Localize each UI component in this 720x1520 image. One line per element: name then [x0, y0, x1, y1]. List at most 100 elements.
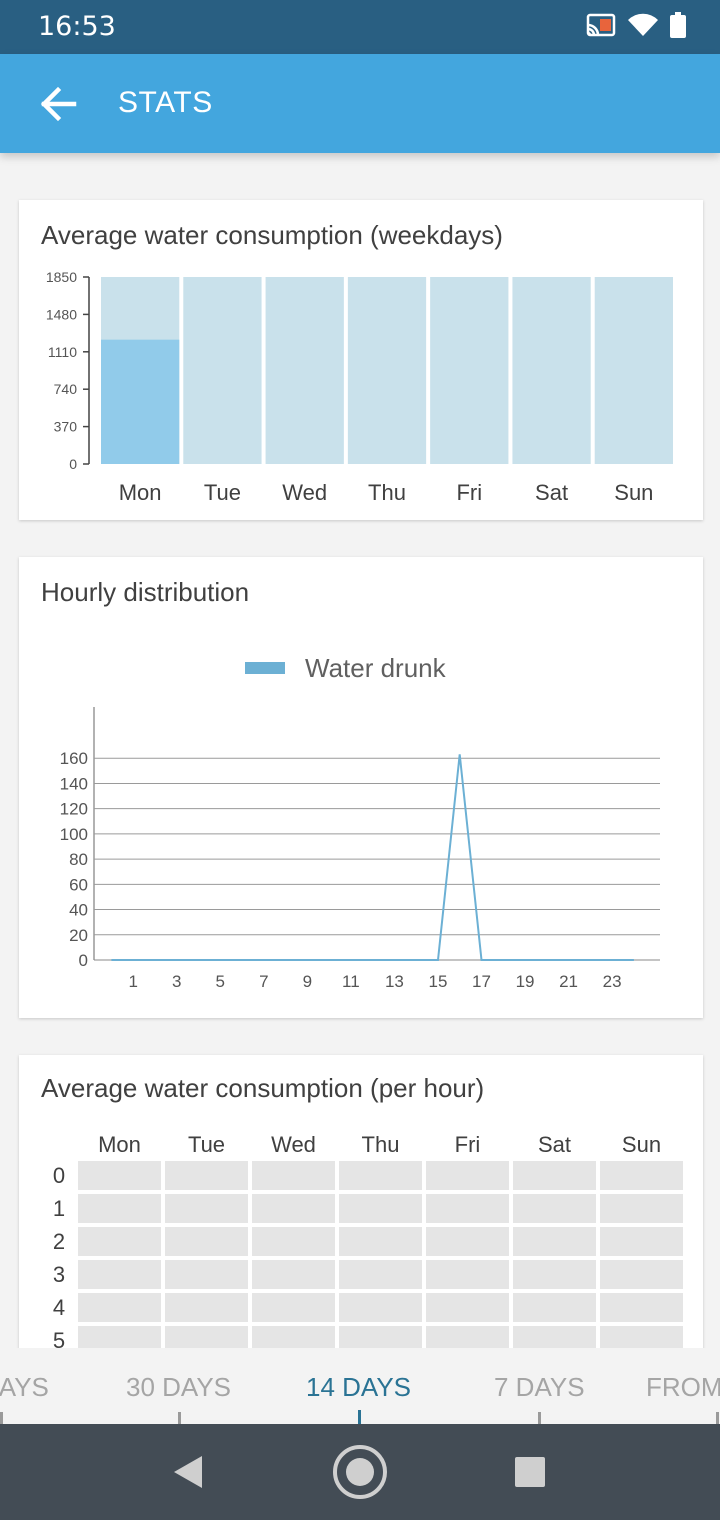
x-tick-label: 17: [472, 972, 491, 991]
heatmap-cell: [252, 1293, 335, 1322]
x-tick-label: 11: [342, 972, 360, 991]
heatmap-cell: [78, 1161, 161, 1190]
status-bar: 16:53: [0, 0, 720, 54]
nav-home-button[interactable]: [330, 1442, 390, 1502]
heatmap-cell: [600, 1194, 683, 1223]
bar-background: [183, 277, 262, 464]
heatmap-cell: [426, 1227, 509, 1256]
x-tick-label: 23: [603, 972, 622, 991]
bar: [101, 339, 180, 464]
y-tick-label: 160: [60, 749, 88, 768]
y-tick-label: 140: [60, 774, 88, 793]
weekday-bar-chart: 0 370 740 1110 1480 1850 Mon Tue Wed Thu Fri Sat Sun: [46, 269, 673, 505]
column-header: Sat: [537, 1132, 572, 1157]
series-line: [111, 754, 634, 961]
heatmap-cell: [513, 1227, 596, 1256]
home-circle-icon: [333, 1445, 387, 1499]
tab-tick: [178, 1412, 181, 1424]
y-tick-label: 20: [69, 926, 88, 945]
x-tick-label: 1: [128, 972, 137, 991]
x-tick-label: 15: [428, 972, 447, 991]
tab-days[interactable]: DAYS: [0, 1372, 49, 1402]
heatmap-cell: [252, 1260, 335, 1289]
heatmap-cell: [165, 1260, 248, 1289]
heatmap-cell: [600, 1293, 683, 1322]
y-tick-label: 740: [54, 381, 78, 397]
recents-square-icon: [515, 1457, 545, 1487]
bar-background: [265, 277, 344, 464]
heatmap-cell: [339, 1161, 422, 1190]
tab-30-days[interactable]: 30 DAYS: [126, 1372, 232, 1402]
heatmap-cell: [339, 1293, 422, 1322]
cast-icon: [586, 13, 616, 37]
x-tick-label: Fri: [456, 480, 482, 505]
y-tick-label: 1110: [48, 344, 77, 360]
row-label: 3: [52, 1262, 66, 1287]
x-tick-label: 19: [516, 972, 535, 991]
y-tick-label: 1480: [46, 306, 77, 322]
row-label: 2: [52, 1229, 66, 1254]
status-icons: [586, 12, 686, 38]
nav-recents-button[interactable]: [500, 1442, 560, 1502]
back-button[interactable]: [34, 80, 82, 128]
system-nav-bar: [0, 1424, 720, 1520]
heatmap-cell: [165, 1194, 248, 1223]
hourly-distribution-card: Hourly distribution Water drunk 0 20 40 60 80…: [19, 557, 703, 1018]
tab-from[interactable]: FROM: [646, 1372, 720, 1402]
row-label: 1: [52, 1196, 66, 1221]
weekday-card-title: Average water consumption (weekdays): [41, 220, 503, 250]
y-tick-label: 0: [69, 456, 77, 472]
app-bar: STATS: [0, 54, 720, 153]
heatmap-cell: [339, 1260, 422, 1289]
y-tick-label: 1850: [46, 269, 77, 285]
heatmap-cell: [513, 1293, 596, 1322]
heatmap-cell: [426, 1161, 509, 1190]
x-tick-label: 3: [172, 972, 181, 991]
tab-14-days[interactable]: 14 DAYS: [306, 1372, 412, 1402]
nav-back-button[interactable]: [158, 1442, 218, 1502]
legend-label: Water drunk: [305, 653, 447, 683]
y-tick-label: 80: [69, 850, 88, 869]
heatmap-cell: [252, 1161, 335, 1190]
bar-background: [512, 277, 591, 464]
heatmap-cell: [165, 1227, 248, 1256]
column-header: Fri: [454, 1132, 481, 1157]
y-tick-label: 100: [60, 825, 88, 844]
column-header: Wed: [271, 1132, 316, 1157]
page-title: STATS: [118, 86, 213, 119]
heatmap-cell: [600, 1161, 683, 1190]
arrow-left-icon: [40, 86, 77, 122]
heatmap-cell: [426, 1260, 509, 1289]
heatmap-cell: [165, 1161, 248, 1190]
x-tick-label: Sat: [535, 480, 568, 505]
heatmap-cell: [600, 1227, 683, 1256]
tab-tick: [0, 1412, 3, 1424]
x-tick-label: 5: [216, 972, 225, 991]
heatmap-cell: [339, 1227, 422, 1256]
heatmap-cell: [600, 1260, 683, 1289]
heatmap-cell: [78, 1194, 161, 1223]
per-hour-consumption-card: Average water consumption (per hour) Mon…: [19, 1055, 703, 1355]
column-header: Tue: [187, 1132, 226, 1157]
y-tick-label: 370: [54, 419, 78, 435]
back-triangle-icon: [174, 1456, 202, 1488]
row-label: 0: [52, 1163, 66, 1188]
battery-icon: [670, 12, 686, 38]
row-label: 4: [52, 1295, 66, 1320]
row-label: 5: [52, 1328, 66, 1353]
bar-background: [430, 277, 509, 464]
status-time: 16:53: [38, 11, 116, 42]
heatmap-cell: [78, 1260, 161, 1289]
heatmap-cell: [252, 1227, 335, 1256]
heatmap-cell: [252, 1194, 335, 1223]
tab-tick: [538, 1412, 541, 1424]
column-header: Thu: [361, 1132, 400, 1157]
tab-7-days[interactable]: 7 DAYS: [494, 1372, 585, 1402]
x-tick-label: 9: [303, 972, 312, 991]
x-tick-label: 21: [559, 972, 578, 991]
tab-tick-active: [358, 1410, 361, 1424]
heatmap-cell: [513, 1194, 596, 1223]
wifi-icon: [628, 13, 658, 37]
y-tick-label: 40: [69, 901, 88, 920]
x-tick-label: 13: [385, 972, 404, 991]
